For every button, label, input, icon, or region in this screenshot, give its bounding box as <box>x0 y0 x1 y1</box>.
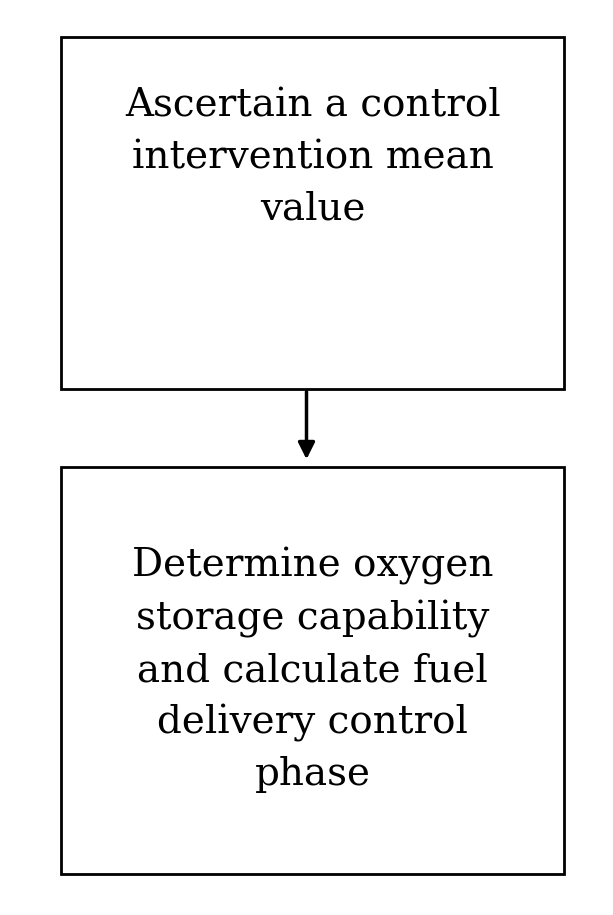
Text: Ascertain a control
intervention mean
value: Ascertain a control intervention mean va… <box>125 88 500 228</box>
FancyBboxPatch shape <box>61 37 564 389</box>
FancyBboxPatch shape <box>61 467 564 874</box>
Text: Determine oxygen
storage capability
and calculate fuel
delivery control
phase: Determine oxygen storage capability and … <box>132 547 493 793</box>
